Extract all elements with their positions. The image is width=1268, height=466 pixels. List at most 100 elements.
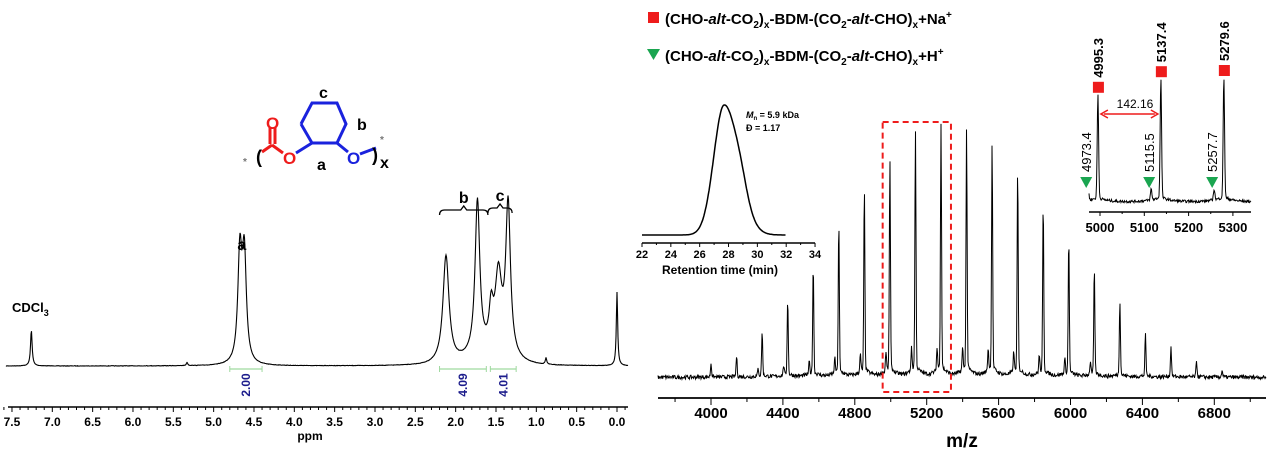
maldi-zoom-inset: 5000 5100 5200 5300 4995.3 5137.4 5279.6 4973.4… (1079, 21, 1252, 235)
right-star: * (380, 135, 384, 146)
legend-text-part: -CHO) (869, 48, 912, 65)
gpc-tick-label: 26 (694, 249, 706, 261)
h-triangle-icon (1206, 177, 1219, 188)
h-triangle-icon (1080, 177, 1093, 188)
legend-text-part: alt (852, 11, 871, 28)
nmr-tick-label: 7.5 (4, 415, 21, 429)
nmr-tick-label: 3.5 (326, 415, 343, 429)
maldi-spectrum: 4000 4400 4800 5200 5600 6000 6400 6800 (657, 121, 1267, 422)
h-peak-label: 5115.5 (1142, 133, 1157, 172)
h-peak-label: 4973.4 (1079, 132, 1094, 172)
highlight-box (881, 121, 952, 393)
maldi-tick-label: 5200 (910, 405, 943, 422)
legend: (CHO-alt-CO2)x-BDM-(CO2-alt-CHO)x+Na+(CH… (647, 10, 952, 68)
label-x: x (380, 155, 389, 172)
legend-text-part: (CHO- (665, 48, 708, 65)
nmr-tick-label: 6.5 (84, 415, 101, 429)
nmr-tick-label: 4.0 (286, 415, 303, 429)
gpc-tick-label: 22 (636, 249, 648, 261)
brace-b (438, 204, 489, 216)
left-bracket: ( (256, 147, 262, 167)
gpc-dispersity-annotation: Đ = 1.17 (746, 123, 780, 133)
maldi-tick-label: 4000 (694, 405, 727, 422)
gpc-xlabel: Retention time (min) (662, 263, 778, 277)
gpc-tick-label: 30 (751, 249, 763, 261)
na-square-icon (648, 12, 659, 23)
na-peak-label: 5137.4 (1154, 22, 1169, 63)
legend-text-part: - (847, 48, 852, 65)
gpc-tick-label: 32 (780, 249, 792, 261)
legend-text-part: 2 (841, 20, 847, 31)
gpc-tick-label: 28 (722, 249, 734, 261)
nmr-tick-label: 0.0 (609, 415, 626, 429)
label-b: b (357, 117, 367, 134)
spacing-label: 142.16 (1117, 97, 1154, 111)
ether-oxygen: O (347, 149, 360, 168)
na-square-icon (1155, 66, 1167, 78)
legend-text-part: alt (852, 48, 871, 65)
legend-text-part: -BDM-(CO (769, 11, 841, 28)
h-triangle-icon (647, 49, 660, 60)
na-peak-label: 4995.3 (1091, 38, 1106, 78)
h-triangle-icon (1143, 177, 1156, 188)
nmr-xlabel: ppm (297, 429, 322, 443)
gpc-tick-label: 24 (665, 249, 678, 261)
na-square-icon (1218, 65, 1230, 76)
maldi-tick-label: 6400 (1126, 405, 1159, 422)
legend-text-part: 2 (753, 57, 759, 68)
legend-text-part: +H (918, 48, 938, 65)
peak-label-b: b (459, 190, 469, 207)
legend-text-part: x (764, 20, 770, 31)
legend-text-part: ) (759, 48, 764, 65)
left-star: * (243, 157, 247, 168)
nmr-tick-label: 4.5 (246, 415, 263, 429)
legend-text-part: 2 (753, 20, 759, 31)
maldi-tick-label: 4400 (766, 405, 799, 422)
legend-text-part: x (913, 57, 919, 68)
maldi-trace (657, 123, 1267, 381)
label-c: c (319, 85, 328, 102)
maldi-xlabel: m/z (946, 431, 978, 452)
arrow-head-right (1150, 109, 1160, 119)
maldi-tick-label: 6800 (1198, 405, 1231, 422)
nmr-tick-label: 2.5 (407, 415, 424, 429)
h-peak-label: 5257.7 (1205, 132, 1220, 172)
nmr-trace (5, 195, 629, 367)
ester-oxygen: O (283, 149, 296, 168)
right-bracket: ) (372, 145, 378, 165)
nmr-spectrum: 7.5 7.0 6.5 6.0 5.5 5.0 4.5 4.0 3.5 3.0 2.5 2.0 1.5 1… (3, 188, 629, 429)
legend-text-part: (CHO- (665, 11, 708, 28)
legend-entry: (CHO-alt-CO2)x-BDM-(CO2-alt-CHO)x+H+ (665, 47, 944, 68)
inset-tick-label: 5200 (1174, 220, 1203, 235)
peak-label-a: a (237, 237, 246, 254)
legend-text-part: -CHO) (869, 11, 912, 28)
legend-text-part: + (946, 10, 952, 21)
legend-text-part: - (847, 11, 852, 28)
nmr-tick-label: 5.5 (165, 415, 182, 429)
integral-value: 4.01 (496, 373, 510, 397)
arrow-head-left (1099, 109, 1109, 119)
nmr-tick-label: 3.0 (367, 415, 384, 429)
nmr-tick-label: 0.5 (568, 415, 585, 429)
inset-trace (1088, 79, 1252, 205)
legend-text-part: 2 (841, 57, 847, 68)
legend-text-part: ) (759, 11, 764, 28)
legend-text-part: + (938, 47, 944, 58)
nmr-tick-label: 5.0 (205, 415, 222, 429)
legend-entry: (CHO-alt-CO2)x-BDM-(CO2-alt-CHO)x+Na+ (665, 10, 952, 31)
na-square-icon (1092, 81, 1104, 93)
nmr-tick-label: 2.0 (447, 415, 464, 429)
gpc-inset: 22 24 26 28 30 32 34 (636, 104, 822, 261)
gpc-trace (642, 104, 786, 236)
legend-text-part: alt (708, 48, 727, 65)
legend-text-part: alt (708, 11, 727, 28)
label-a: a (317, 157, 326, 174)
legend-text-part: -CO (726, 48, 754, 65)
maldi-tick-label: 4800 (838, 405, 871, 422)
legend-text-part: x (913, 20, 919, 31)
gpc-tick-label: 34 (809, 249, 822, 261)
inset-tick-label: 5300 (1218, 220, 1247, 235)
maldi-tick-label: 6000 (1054, 405, 1087, 422)
cdcl3-subscript: 3 (44, 308, 49, 318)
